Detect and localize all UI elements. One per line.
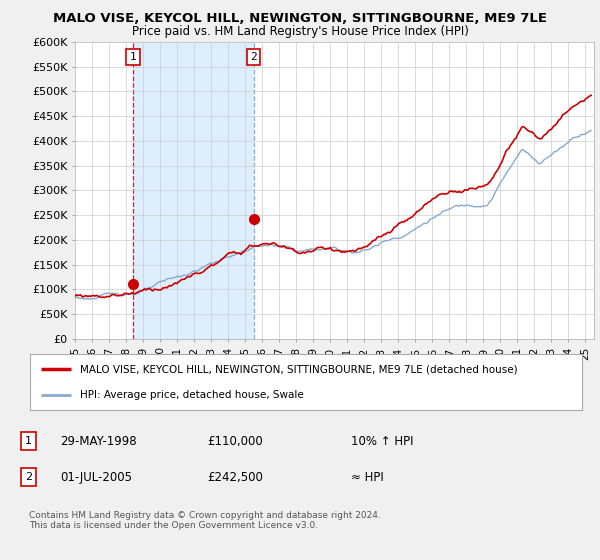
Text: HPI: Average price, detached house, Swale: HPI: Average price, detached house, Swal… (80, 390, 304, 400)
Text: 01-JUL-2005: 01-JUL-2005 (60, 470, 132, 484)
Text: MALO VISE, KEYCOL HILL, NEWINGTON, SITTINGBOURNE, ME9 7LE: MALO VISE, KEYCOL HILL, NEWINGTON, SITTI… (53, 12, 547, 25)
Text: 1: 1 (25, 436, 32, 446)
Text: £110,000: £110,000 (207, 435, 263, 448)
Text: 2: 2 (250, 52, 257, 62)
Text: 2: 2 (25, 472, 32, 482)
Text: 29-MAY-1998: 29-MAY-1998 (60, 435, 137, 448)
Text: 10% ↑ HPI: 10% ↑ HPI (351, 435, 413, 448)
Text: Price paid vs. HM Land Registry's House Price Index (HPI): Price paid vs. HM Land Registry's House … (131, 25, 469, 38)
Text: £242,500: £242,500 (207, 470, 263, 484)
Bar (133, 42, 254, 339)
Text: 1: 1 (130, 52, 136, 62)
Text: ≈ HPI: ≈ HPI (351, 470, 384, 484)
Text: MALO VISE, KEYCOL HILL, NEWINGTON, SITTINGBOURNE, ME9 7LE (detached house): MALO VISE, KEYCOL HILL, NEWINGTON, SITTI… (80, 364, 517, 374)
Text: Contains HM Land Registry data © Crown copyright and database right 2024.
This d: Contains HM Land Registry data © Crown c… (29, 511, 380, 530)
